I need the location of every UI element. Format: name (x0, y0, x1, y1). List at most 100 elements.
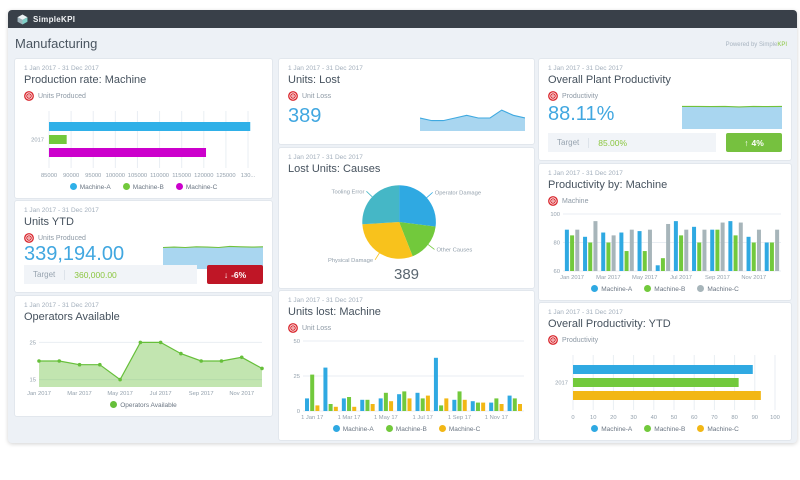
legend-item[interactable]: Machine-A (332, 425, 374, 433)
bar (629, 229, 634, 271)
kpi-label: Productivity (562, 92, 599, 100)
svg-text:Jul 2017: Jul 2017 (670, 275, 692, 281)
legend-item[interactable]: Machine-C (175, 183, 217, 191)
bar (494, 398, 499, 411)
svg-text:Nov 2017: Nov 2017 (229, 391, 254, 397)
trend-percent: -6% (231, 269, 247, 280)
bar (702, 229, 707, 271)
bar (499, 404, 504, 411)
operators-available-chart[interactable]: 15 25 Jan 2017 Mar 2017 May 2017 Jul 2017 Sep … (19, 329, 268, 412)
panel-overall-plant-productivity[interactable]: 1 Jan 2017 - 31 Dec 2017 Overall Plant P… (538, 58, 792, 161)
kpi-target-icon (548, 335, 558, 345)
pie-slice (399, 185, 436, 227)
bar (365, 399, 370, 411)
svg-text:Nov 2017: Nov 2017 (741, 275, 766, 281)
svg-text:0: 0 (297, 409, 300, 415)
chart-legend: Machine-A Machine-B Machine-C (543, 282, 787, 296)
bar (564, 229, 569, 271)
bar (507, 395, 512, 411)
panel-overall-productivity-ytd[interactable]: 1 Jan 2017 - 31 Dec 2017 Overall Product… (538, 302, 792, 441)
kpi-label: Unit Loss (302, 92, 332, 100)
panel-title: Lost Units: Causes (288, 163, 381, 175)
svg-text:80: 80 (554, 241, 560, 247)
panel-title: Overall Productivity: YTD (548, 318, 671, 330)
panel-lost-units-causes[interactable]: 1 Jan 2017 - 31 Dec 2017 Lost Units: Cau… (278, 147, 535, 289)
bar (328, 404, 333, 411)
bar (352, 406, 357, 411)
bar (715, 229, 720, 271)
svg-text:110000: 110000 (150, 173, 169, 179)
legend-item[interactable]: Machine-A (591, 425, 632, 433)
target-value: 360,000.00 (74, 269, 117, 280)
bar (389, 401, 394, 411)
pie-slice (362, 222, 413, 259)
bar (619, 232, 624, 271)
productivity-by-machine-chart[interactable]: 60 80 100 Jan 2017 Mar 2017 May 2017 Jul 2017 S… (543, 210, 787, 296)
bar (489, 402, 494, 411)
bar (593, 221, 598, 271)
trend-percent: 4% (751, 137, 764, 148)
legend-item[interactable]: Machine-B (385, 425, 427, 433)
bar (360, 399, 365, 411)
panel-title: Units YTD (24, 216, 74, 228)
legend-item[interactable]: Machine-C (438, 425, 480, 433)
kpi-value: 389 (288, 105, 322, 127)
svg-text:100: 100 (770, 415, 780, 421)
panel-production-rate[interactable]: 1 Jan 2017 - 31 Dec 2017 Production rate… (14, 58, 273, 199)
svg-text:125000: 125000 (216, 173, 235, 179)
panel-title: Units lost: Machine (288, 306, 381, 318)
bar (642, 251, 647, 271)
legend-item[interactable]: Machine-A (591, 285, 632, 293)
kpi-row: Units Produced (24, 233, 86, 243)
bar (751, 242, 756, 271)
bar (470, 401, 475, 411)
date-range: 1 Jan 2017 - 31 Dec 2017 (24, 302, 99, 309)
bar (402, 391, 407, 411)
legend-item[interactable]: Machine-C (697, 425, 739, 433)
bar (444, 398, 449, 411)
svg-text:120000: 120000 (194, 173, 213, 179)
bar (769, 242, 774, 271)
panel-operators-available[interactable]: 1 Jan 2017 - 31 Dec 2017 Operators Avail… (14, 295, 273, 417)
kpi-value: 88.11% (548, 103, 615, 125)
svg-text:105000: 105000 (128, 173, 147, 179)
svg-text:Physical Damage: Physical Damage (328, 258, 373, 264)
panel-units-lost-machine[interactable]: 1 Jan 2017 - 31 Dec 2017 Units lost: Mac… (278, 290, 535, 441)
legend-item[interactable]: Machine-B (644, 285, 685, 293)
svg-text:Mar 2017: Mar 2017 (596, 275, 621, 281)
kpi-row: Productivity (548, 335, 598, 345)
panel-units-ytd[interactable]: 1 Jan 2017 - 31 Dec 2017 Units YTD Units… (14, 200, 273, 293)
production-rate-chart[interactable]: 85000 90000 95000 100000 105000 110000 115000 1… (19, 105, 268, 194)
legend-item[interactable]: Machine-B (122, 183, 164, 191)
svg-text:95000: 95000 (85, 173, 101, 179)
bar (660, 258, 665, 271)
panel-productivity-by-machine[interactable]: 1 Jan 2017 - 31 Dec 2017 Productivity by… (538, 163, 792, 301)
bar (397, 394, 402, 411)
sparkline (163, 241, 263, 269)
overall-productivity-ytd-chart[interactable]: 0 10 20 30 40 50 60 70 80 90 100 2017 Machine-A Machi… (543, 349, 787, 436)
bar (462, 399, 467, 411)
svg-text:1 Mar 17: 1 Mar 17 (338, 415, 361, 421)
trend-badge: ↑ 4% (726, 133, 782, 152)
bar (624, 251, 629, 271)
kpi-target-icon (24, 233, 34, 243)
bar (655, 265, 660, 271)
panel-units-lost[interactable]: 1 Jan 2017 - 31 Dec 2017 Units: Lost Uni… (278, 58, 535, 145)
bar (333, 406, 338, 411)
legend-item[interactable]: Operators Available (110, 401, 177, 409)
date-range: 1 Jan 2017 - 31 Dec 2017 (288, 297, 363, 304)
date-range: 1 Jan 2017 - 31 Dec 2017 (548, 65, 623, 72)
app-header-bar: SimpleKPI (8, 10, 797, 28)
bar (764, 242, 769, 271)
legend-item[interactable]: Machine-A (69, 183, 111, 191)
legend-item[interactable]: Machine-C (697, 285, 739, 293)
bar (341, 398, 346, 411)
dashboard-board: SimpleKPI Manufacturing Powered by Simpl… (8, 10, 797, 443)
kpi-target-icon (288, 323, 298, 333)
target-row: Target 360,000.00 (24, 265, 197, 284)
units-lost-machine-chart[interactable]: 0 25 50 1 Jan 17 1 Mar 17 1 May 17 1 Jul 17 1 S… (283, 337, 530, 436)
lost-units-pie-chart[interactable]: Operator Damage Other Causes Physical Dama… (283, 176, 530, 268)
powered-by-link[interactable]: Powered by SimpleKPI (726, 42, 787, 48)
date-range: 1 Jan 2017 - 31 Dec 2017 (288, 154, 363, 161)
legend-item[interactable]: Machine-B (644, 425, 685, 433)
